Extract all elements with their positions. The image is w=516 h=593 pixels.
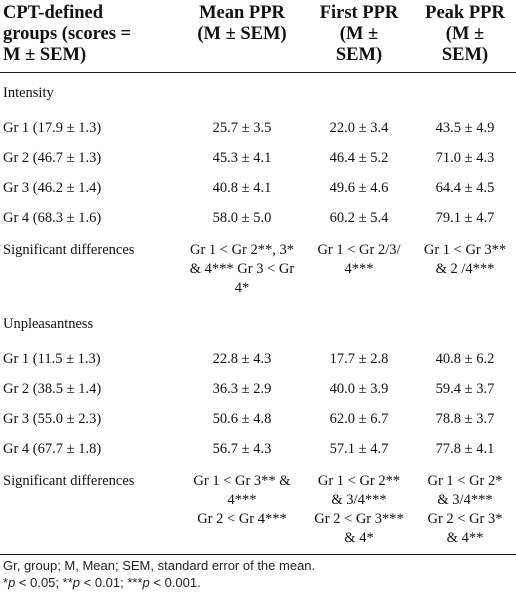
peak-ppr-value: 77.8 ± 4.1 <box>435 440 495 457</box>
significant-differences-row: Significant differences Gr 1 < Gr 3** & … <box>0 464 516 555</box>
first-ppr-value: 57.1 ± 4.7 <box>329 440 389 457</box>
table-row: Gr 3 (46.2 ± 1.4) 40.8 ± 4.1 49.6 ± 4.6 … <box>0 173 516 203</box>
first-ppr-value: 62.0 ± 6.7 <box>329 410 389 427</box>
significant-label: Significant differences <box>3 473 135 489</box>
first-ppr-value: 60.2 ± 5.4 <box>329 209 389 226</box>
header-cpt-groups: CPT-defined groups (scores = M ± SEM) <box>3 3 132 65</box>
section-title: Unpleasantness <box>3 315 94 332</box>
mean-ppr-value: 45.3 ± 4.1 <box>212 149 272 166</box>
header-peak-ppr: Peak PPR (M ± SEM) <box>425 3 505 65</box>
first-ppr-value: 49.6 ± 4.6 <box>329 179 389 196</box>
group-label: Gr 2 (38.5 ± 1.4) <box>3 380 102 397</box>
first-ppr-value: 17.7 ± 2.8 <box>329 350 389 367</box>
peak-ppr-value: 71.0 ± 4.3 <box>435 149 495 166</box>
peak-ppr-value: 64.4 ± 4.5 <box>435 179 495 196</box>
first-ppr-significance: Gr 1 < Gr 2** & 3/4*** Gr 2 < Gr 3*** & … <box>314 473 404 546</box>
mean-ppr-significance: Gr 1 < Gr 3** & 4*** Gr 2 < Gr 4*** <box>193 473 291 527</box>
table-row: Gr 1 (17.9 ± 1.3) 25.7 ± 3.5 22.0 ± 3.4 … <box>0 113 516 143</box>
mean-ppr-value: 56.7 ± 4.3 <box>212 440 272 457</box>
significant-label: Significant differences <box>3 242 135 258</box>
group-label: Gr 4 (67.7 ± 1.8) <box>3 440 102 457</box>
significance-legend: *p < 0.05; **p < 0.01; ***p < 0.001. <box>3 575 201 590</box>
group-label: Gr 3 (46.2 ± 1.4) <box>3 179 102 196</box>
first-ppr-value: 46.4 ± 5.2 <box>329 149 389 166</box>
table-row: Gr 3 (55.0 ± 2.3) 50.6 ± 4.8 62.0 ± 6.7 … <box>0 404 516 434</box>
table-footnote: Gr, group; M, Mean; SEM, standard error … <box>3 557 513 591</box>
table-row: Gr 2 (38.5 ± 1.4) 36.3 ± 2.9 40.0 ± 3.9 … <box>0 374 516 404</box>
ppr-results-table: CPT-defined groups (scores = M ± SEM) Me… <box>0 0 516 555</box>
significant-differences-row: Significant differences Gr 1 < Gr 2**, 3… <box>0 233 516 304</box>
peak-ppr-value: 78.8 ± 3.7 <box>435 410 495 427</box>
peak-ppr-value: 79.1 ± 4.7 <box>435 209 495 226</box>
peak-ppr-value: 43.5 ± 4.9 <box>435 119 495 136</box>
mean-ppr-value: 22.8 ± 4.3 <box>212 350 272 367</box>
mean-ppr-value: 25.7 ± 3.5 <box>212 119 272 136</box>
table-row: Gr 4 (68.3 ± 1.6) 58.0 ± 5.0 60.2 ± 5.4 … <box>0 203 516 233</box>
group-label: Gr 2 (46.7 ± 1.3) <box>3 149 102 166</box>
table-row: Gr 1 (11.5 ± 1.3) 22.8 ± 4.3 17.7 ± 2.8 … <box>0 344 516 374</box>
header-first-ppr: First PPR (M ± SEM) <box>319 3 399 65</box>
mean-ppr-value: 58.0 ± 5.0 <box>212 209 272 226</box>
mean-ppr-value: 36.3 ± 2.9 <box>212 380 272 397</box>
mean-ppr-value: 40.8 ± 4.1 <box>212 179 272 196</box>
section-intensity: Intensity <box>0 73 516 114</box>
peak-ppr-significance: Gr 1 < Gr 3** & 2 /4*** <box>423 242 507 277</box>
first-ppr-value: 22.0 ± 3.4 <box>329 119 389 136</box>
group-label: Gr 4 (68.3 ± 1.6) <box>3 209 102 226</box>
group-label: Gr 1 (11.5 ± 1.3) <box>3 350 101 367</box>
mean-ppr-value: 50.6 ± 4.8 <box>212 410 272 427</box>
peak-ppr-value: 40.8 ± 6.2 <box>435 350 495 367</box>
abbreviations-note: Gr, group; M, Mean; SEM, standard error … <box>3 558 316 573</box>
section-title: Intensity <box>3 84 54 101</box>
header-mean-ppr: Mean PPR (M ± SEM) <box>197 3 287 44</box>
table-row: Gr 4 (67.7 ± 1.8) 56.7 ± 4.3 57.1 ± 4.7 … <box>0 434 516 464</box>
header-row: CPT-defined groups (scores = M ± SEM) Me… <box>0 0 516 73</box>
group-label: Gr 3 (55.0 ± 2.3) <box>3 410 102 427</box>
peak-ppr-significance: Gr 1 < Gr 2* & 3/4*** Gr 2 < Gr 3* & 4** <box>427 473 503 546</box>
group-label: Gr 1 (17.9 ± 1.3) <box>3 119 102 136</box>
section-unpleasantness: Unpleasantness <box>0 304 516 344</box>
peak-ppr-value: 59.4 ± 3.7 <box>435 380 495 397</box>
first-ppr-significance: Gr 1 < Gr 2/3/ 4*** <box>317 242 401 277</box>
table-row: Gr 2 (46.7 ± 1.3) 45.3 ± 4.1 46.4 ± 5.2 … <box>0 143 516 173</box>
first-ppr-value: 40.0 ± 3.9 <box>329 380 389 397</box>
mean-ppr-significance: Gr 1 < Gr 2**, 3* & 4*** Gr 3 < Gr 4* <box>189 242 295 296</box>
